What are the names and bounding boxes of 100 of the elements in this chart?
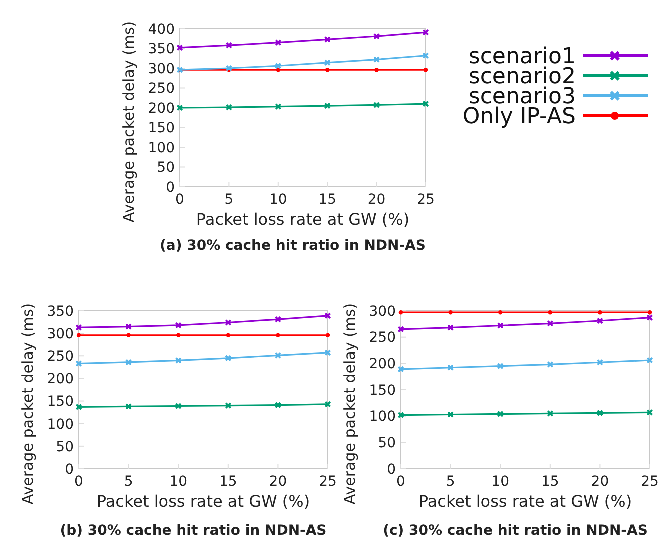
point bbox=[424, 68, 428, 72]
y-tick-label: 50 bbox=[378, 436, 396, 452]
x-tick-label: 25 bbox=[417, 192, 435, 208]
point bbox=[373, 33, 380, 40]
y-tick-label: 250 bbox=[369, 330, 396, 346]
point bbox=[398, 310, 404, 315]
point bbox=[325, 68, 330, 72]
y-tick-label: 250 bbox=[47, 349, 74, 366]
x-tick-label: 5 bbox=[124, 474, 134, 490]
x-tick-label: 20 bbox=[269, 474, 288, 490]
y-tick-label: 100 bbox=[369, 409, 396, 426]
point bbox=[596, 318, 604, 324]
point bbox=[176, 333, 181, 338]
y-tick-label: 150 bbox=[369, 382, 396, 399]
y-tick-label: 350 bbox=[47, 304, 74, 320]
y-tick-label: 150 bbox=[148, 120, 175, 137]
y-axis-title: Average packet delay (ms) bbox=[341, 303, 359, 505]
point bbox=[547, 361, 554, 368]
y-tick-label: 300 bbox=[148, 61, 175, 78]
point bbox=[275, 39, 282, 46]
y-tick-label: 300 bbox=[47, 326, 74, 342]
point bbox=[497, 322, 504, 330]
point bbox=[374, 68, 379, 72]
point bbox=[373, 102, 380, 109]
point bbox=[548, 310, 553, 315]
point bbox=[276, 333, 280, 338]
y-tick-label: 50 bbox=[56, 439, 74, 456]
point bbox=[547, 410, 554, 418]
point bbox=[547, 320, 554, 327]
y-axis-title: Average packet delay (ms) bbox=[120, 21, 138, 223]
point bbox=[125, 403, 132, 410]
point bbox=[226, 104, 233, 111]
y-tick-label: 100 bbox=[148, 140, 175, 156]
point bbox=[448, 310, 453, 315]
y-tick-label: 350 bbox=[148, 42, 175, 58]
x-tick-label: 25 bbox=[319, 474, 337, 490]
point bbox=[447, 364, 454, 372]
x-tick-label: 15 bbox=[219, 474, 238, 490]
point bbox=[498, 310, 503, 315]
y-tick-label: 0 bbox=[387, 462, 396, 478]
x-tick-label: 10 bbox=[170, 474, 188, 490]
point bbox=[226, 333, 231, 338]
y-tick-label: 400 bbox=[148, 22, 175, 38]
x-tick-label: 20 bbox=[591, 474, 610, 490]
y-tick-label: 0 bbox=[166, 180, 175, 196]
y-tick-label: 250 bbox=[148, 81, 175, 98]
y-tick-label: 200 bbox=[47, 372, 74, 388]
text: (c) 30% cache hit ratio in NDN-AS bbox=[383, 523, 648, 539]
point bbox=[324, 60, 331, 66]
point bbox=[275, 62, 282, 70]
x-tick-label: 15 bbox=[541, 474, 560, 490]
point bbox=[497, 410, 504, 418]
y-tick-label: 0 bbox=[65, 462, 74, 478]
point bbox=[326, 333, 330, 338]
point bbox=[598, 310, 602, 315]
y-tick-label: 300 bbox=[369, 304, 396, 320]
y-tick-label: 200 bbox=[148, 100, 175, 117]
point bbox=[175, 357, 182, 364]
y-tick-label: 200 bbox=[369, 356, 396, 373]
point bbox=[373, 56, 380, 64]
point bbox=[274, 352, 282, 360]
point bbox=[324, 36, 331, 44]
point bbox=[175, 402, 182, 410]
text: (a) 30% cache hit ratio in NDN-AS bbox=[160, 238, 426, 254]
x-tick-label: 15 bbox=[318, 192, 337, 208]
x-tick-label: 20 bbox=[368, 192, 386, 208]
point bbox=[447, 324, 454, 332]
point bbox=[225, 319, 232, 326]
point bbox=[126, 333, 131, 338]
point bbox=[274, 316, 282, 323]
point bbox=[596, 410, 604, 417]
text: (b) 30% cache hit ratio in NDN-AS bbox=[60, 523, 327, 539]
point bbox=[125, 359, 132, 366]
y-axis-title: Average packet delay (ms) bbox=[19, 303, 37, 505]
x-tick-label: 25 bbox=[641, 474, 659, 490]
point bbox=[276, 68, 281, 72]
point bbox=[275, 103, 282, 110]
x-axis-title: Packet loss rate at GW (%) bbox=[196, 210, 410, 229]
point bbox=[226, 42, 233, 49]
y-tick-label: 150 bbox=[47, 394, 74, 410]
x-axis-title: Packet loss rate at GW (%) bbox=[418, 492, 632, 511]
point bbox=[225, 355, 232, 362]
point bbox=[596, 359, 604, 366]
x-tick-label: 10 bbox=[269, 192, 288, 208]
point bbox=[497, 362, 504, 370]
y-tick-label: 100 bbox=[47, 416, 74, 433]
point bbox=[226, 65, 233, 72]
point bbox=[76, 333, 82, 338]
y-tick-label: 50 bbox=[157, 160, 175, 176]
point bbox=[274, 402, 282, 409]
point bbox=[324, 102, 331, 110]
point bbox=[125, 323, 132, 330]
point bbox=[648, 310, 652, 315]
x-tick-label: 5 bbox=[224, 192, 234, 208]
x-tick-label: 5 bbox=[446, 474, 456, 490]
point bbox=[447, 411, 454, 418]
x-axis-title: Packet loss rate at GW (%) bbox=[96, 492, 310, 511]
point bbox=[175, 322, 182, 329]
x-tick-label: 10 bbox=[492, 474, 510, 490]
point bbox=[225, 402, 232, 410]
